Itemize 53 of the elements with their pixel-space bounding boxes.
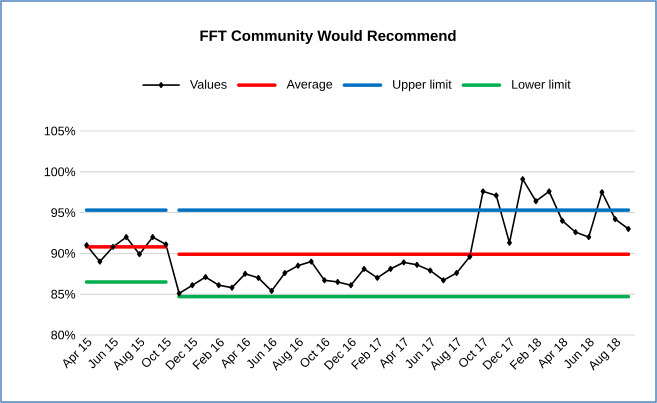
point xyxy=(520,176,526,182)
x-tick-label: Apr 17 xyxy=(380,337,408,369)
point xyxy=(150,234,156,240)
y-tick-label: 90% xyxy=(51,249,76,258)
point xyxy=(269,288,274,294)
y-tick-label: 80% xyxy=(51,330,76,340)
point xyxy=(84,242,90,248)
point xyxy=(480,188,486,194)
point xyxy=(401,259,406,266)
point xyxy=(308,258,314,265)
point xyxy=(322,277,327,284)
point xyxy=(546,188,552,194)
point xyxy=(374,274,380,281)
legend-label: Upper limit xyxy=(393,80,452,92)
point xyxy=(163,241,168,248)
point xyxy=(586,234,592,240)
point xyxy=(428,268,433,274)
point xyxy=(533,198,538,204)
y-tick-label: 85% xyxy=(51,290,76,299)
point xyxy=(600,189,604,196)
point xyxy=(242,270,248,277)
y-tick-label: 95% xyxy=(51,208,76,218)
point xyxy=(190,282,195,288)
point xyxy=(296,262,300,269)
point xyxy=(97,258,102,265)
point xyxy=(626,226,631,232)
point xyxy=(467,254,472,260)
point xyxy=(560,218,565,224)
point xyxy=(176,290,182,296)
legend-label: Average xyxy=(286,80,332,92)
point xyxy=(282,270,288,276)
point xyxy=(335,278,340,285)
point xyxy=(414,262,420,268)
point xyxy=(573,229,578,236)
point xyxy=(612,216,618,222)
point xyxy=(388,266,393,272)
point xyxy=(124,234,129,240)
point xyxy=(440,277,446,284)
chart-title: FFT Community Would Recommend xyxy=(200,30,456,44)
point xyxy=(494,192,499,198)
y-tick-label: 105% xyxy=(44,126,76,136)
point xyxy=(110,244,116,250)
legend-label: Lower limit xyxy=(512,80,571,89)
point xyxy=(216,282,222,288)
point xyxy=(454,270,460,276)
point xyxy=(256,274,261,281)
point xyxy=(348,282,354,288)
point xyxy=(203,274,208,280)
point xyxy=(362,266,367,272)
y-tick-label: 100% xyxy=(44,167,76,176)
point xyxy=(137,251,142,258)
legend-label: Values xyxy=(190,80,227,89)
point xyxy=(230,284,234,291)
